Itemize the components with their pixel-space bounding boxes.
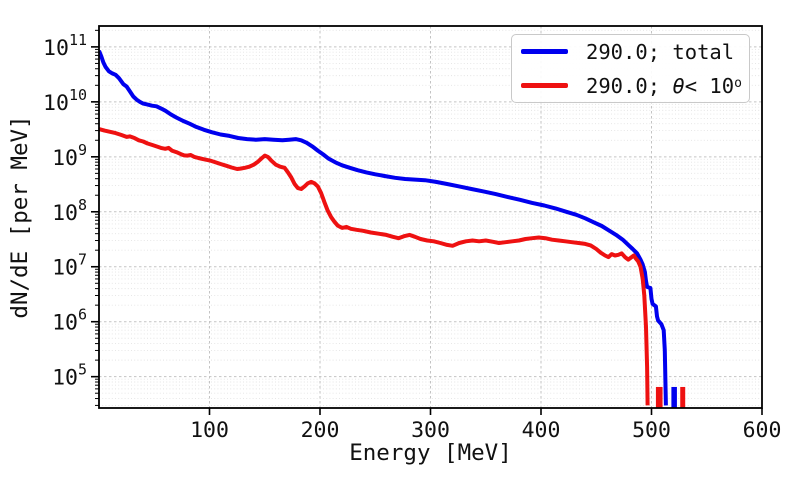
x-tick-label: 300 xyxy=(411,418,450,443)
x-tick-label: 100 xyxy=(190,418,229,443)
y-tick-label: 109 xyxy=(52,141,87,171)
cutoff-spike xyxy=(655,386,663,408)
legend: 290.0; total 290.0; θ< 10o xyxy=(511,34,750,103)
cutoff-spike xyxy=(671,386,677,408)
y-tick-label: 106 xyxy=(52,306,87,336)
x-tick-label: 600 xyxy=(743,418,782,443)
x-axis-label: Energy [MeV] xyxy=(349,440,512,466)
y-tick-label: 108 xyxy=(52,196,87,226)
curves xyxy=(99,50,686,408)
y-tick-label: 1011 xyxy=(43,31,87,61)
x-tick-label: 500 xyxy=(632,418,671,443)
y-axis-label: dN/dE [per MeV] xyxy=(7,115,33,318)
legend-label-total: 290.0; total xyxy=(586,39,735,64)
legend-line-total xyxy=(521,49,568,54)
legend-row-total: 290.0; total xyxy=(512,37,749,67)
legend-row-theta: 290.0; θ< 10o xyxy=(512,71,749,101)
y-tick-label: 107 xyxy=(52,251,87,281)
y-tick-label: 105 xyxy=(52,361,87,391)
y-tick-label: 1010 xyxy=(43,86,87,116)
curve-theta xyxy=(99,127,650,406)
legend-label-theta: 290.0; θ< 10o xyxy=(586,73,742,98)
x-tick-label: 200 xyxy=(301,418,340,443)
cutoff-spike xyxy=(680,386,686,408)
curve-total xyxy=(99,50,668,406)
legend-line-theta xyxy=(521,83,568,88)
x-tick-label: 400 xyxy=(522,418,561,443)
